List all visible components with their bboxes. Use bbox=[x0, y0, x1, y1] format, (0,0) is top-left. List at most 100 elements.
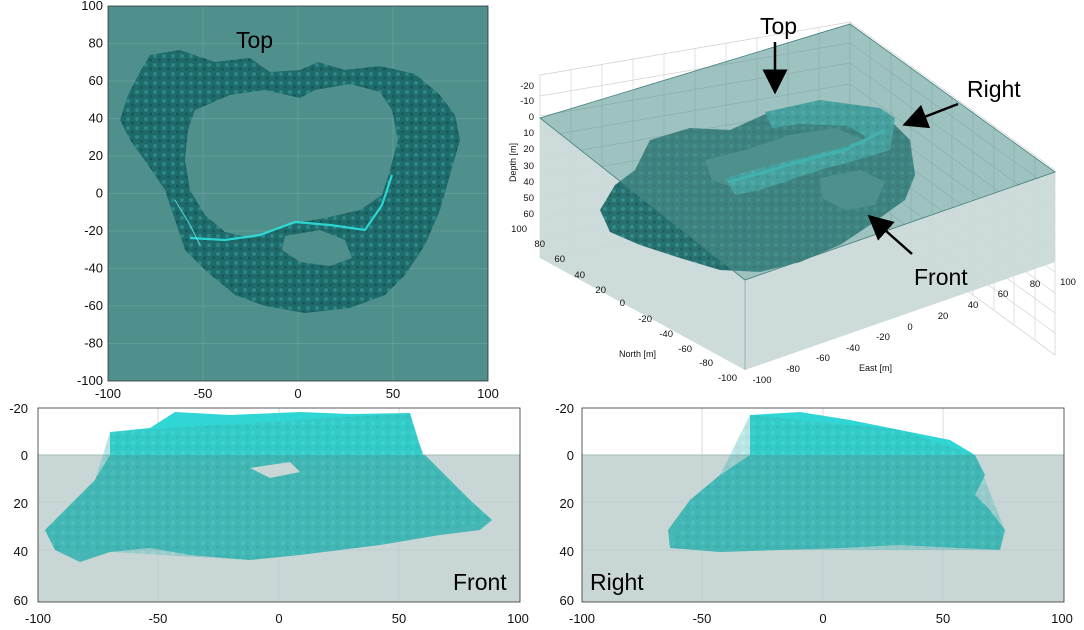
top-view-reef-crest-highlight-2 bbox=[174, 199, 201, 246]
east-tick-label: 20 bbox=[938, 311, 949, 322]
x-tick-label: 100 bbox=[477, 386, 499, 401]
3d-east-axis-label: East [m] bbox=[859, 363, 892, 373]
y-tick-label: 60 bbox=[89, 73, 103, 88]
depth-tick-label: 20 bbox=[523, 144, 534, 155]
y-tick-label: -80 bbox=[84, 336, 103, 351]
y-tick-label: -40 bbox=[84, 261, 103, 276]
depth-tick-label: -10 bbox=[520, 96, 534, 107]
north-tick-label: -20 bbox=[638, 314, 652, 325]
depth-tick-label: 30 bbox=[523, 161, 534, 172]
x-tick-label: 100 bbox=[1051, 611, 1073, 626]
top-view-panel: 100 80 60 40 20 0 -20 -40 -60 -80 -100 -… bbox=[77, 0, 499, 401]
north-tick-label: 100 bbox=[511, 224, 527, 235]
x-tick-label: -100 bbox=[95, 386, 121, 401]
north-tick-label: 60 bbox=[554, 254, 565, 265]
east-tick-label: 100 bbox=[1060, 277, 1076, 288]
right-view-label: Right bbox=[590, 569, 644, 595]
north-tick-label: 80 bbox=[534, 239, 545, 250]
east-tick-label: 40 bbox=[968, 300, 979, 311]
depth-tick-label: 10 bbox=[523, 128, 534, 139]
east-tick-label: -80 bbox=[786, 364, 800, 375]
east-tick-label: -20 bbox=[876, 332, 890, 343]
right-view-reef-texture bbox=[670, 415, 1005, 550]
x-tick-label: -50 bbox=[149, 611, 168, 626]
y-tick-label: 60 bbox=[560, 593, 574, 608]
east-tick-label: 80 bbox=[1030, 279, 1041, 290]
top-view-label: Top bbox=[236, 27, 273, 53]
east-tick-label: 60 bbox=[998, 289, 1009, 300]
front-view-frame bbox=[37, 407, 521, 603]
x-tick-label: 0 bbox=[819, 611, 826, 626]
depth-tick-label: 50 bbox=[523, 193, 534, 204]
y-tick-label: 0 bbox=[96, 186, 103, 201]
front-view-label: Front bbox=[453, 569, 507, 595]
y-tick-label: 40 bbox=[14, 544, 28, 559]
x-tick-label: 50 bbox=[386, 386, 400, 401]
y-tick-label: 20 bbox=[14, 496, 28, 511]
y-tick-label: -20 bbox=[84, 223, 103, 238]
front-view-panel: -20 0 20 40 60 -100 -50 0 50 100 Front bbox=[9, 401, 529, 626]
north-tick-label: 20 bbox=[595, 285, 606, 296]
3d-north-axis-label: North [m] bbox=[619, 349, 656, 359]
north-tick-label: 40 bbox=[574, 270, 585, 281]
front-view-x-ticks: -100 -50 0 50 100 bbox=[25, 611, 529, 626]
3d-annotation-top: Top bbox=[760, 13, 797, 39]
x-tick-label: -100 bbox=[25, 611, 51, 626]
east-tick-label: -60 bbox=[816, 353, 830, 364]
right-view-x-ticks: -100 -50 0 50 100 bbox=[569, 611, 1073, 626]
x-tick-label: -100 bbox=[569, 611, 595, 626]
top-view-lagoon-hole bbox=[282, 230, 352, 266]
front-view-gap bbox=[250, 462, 300, 478]
depth-tick-label: -20 bbox=[520, 81, 534, 92]
y-tick-label: 0 bbox=[21, 448, 28, 463]
y-tick-label: 80 bbox=[89, 36, 103, 51]
right-view-frame bbox=[581, 407, 1065, 603]
north-tick-label: -40 bbox=[659, 329, 673, 340]
top-view-reef-ring bbox=[120, 50, 460, 313]
depth-tick-label: 40 bbox=[523, 177, 534, 188]
y-tick-label: 0 bbox=[567, 448, 574, 463]
3d-annotation-front: Front bbox=[914, 264, 968, 290]
3d-water-surface bbox=[540, 24, 1055, 280]
x-tick-label: 0 bbox=[275, 611, 282, 626]
x-tick-label: 0 bbox=[294, 386, 301, 401]
3d-depth-axis-label: Depth [m] bbox=[508, 143, 518, 182]
y-tick-label: -60 bbox=[84, 298, 103, 313]
north-tick-label: -60 bbox=[678, 344, 692, 355]
y-tick-label: 20 bbox=[89, 148, 103, 163]
north-tick-label: 0 bbox=[620, 298, 625, 309]
3d-north-ticks: 100 80 60 40 20 0 -20 -40 -60 -80 -100 bbox=[511, 224, 737, 384]
top-view-y-ticks: 100 80 60 40 20 0 -20 -40 -60 -80 -100 bbox=[77, 0, 103, 388]
x-tick-label: -50 bbox=[194, 386, 213, 401]
3d-water-outline bbox=[539, 23, 1056, 281]
3d-arrow-front bbox=[867, 214, 913, 255]
right-view-panel: -20 0 20 40 60 -100 -50 0 50 100 Right bbox=[555, 401, 1073, 626]
east-tick-label: -100 bbox=[752, 375, 771, 386]
front-view-reef-texture bbox=[45, 413, 492, 560]
y-tick-label: 100 bbox=[81, 0, 103, 13]
top-view-frame bbox=[107, 5, 489, 382]
east-tick-label: 0 bbox=[907, 322, 912, 333]
y-tick-label: -100 bbox=[77, 373, 103, 388]
x-tick-label: -50 bbox=[693, 611, 712, 626]
3d-east-ticks: -100 -80 -60 -40 -20 0 20 40 60 80 100 bbox=[752, 277, 1075, 386]
x-tick-label: 50 bbox=[392, 611, 406, 626]
front-view-y-ticks: -20 0 20 40 60 bbox=[9, 401, 28, 608]
3d-view-panel: -20 -10 0 10 20 30 40 50 60 Depth [m] 10… bbox=[508, 13, 1076, 386]
depth-tick-label: 0 bbox=[529, 112, 534, 123]
y-tick-label: -20 bbox=[555, 401, 574, 416]
north-tick-label: -80 bbox=[699, 358, 713, 369]
3d-water-right-face bbox=[745, 172, 1055, 370]
y-tick-label: -20 bbox=[9, 401, 28, 416]
y-tick-label: 40 bbox=[89, 111, 103, 126]
north-tick-label: -100 bbox=[718, 373, 737, 384]
3d-arrow-right bbox=[902, 102, 959, 129]
y-tick-label: 20 bbox=[560, 496, 574, 511]
top-view-x-ticks: -100 -50 0 50 100 bbox=[95, 386, 499, 401]
y-tick-label: 40 bbox=[560, 544, 574, 559]
x-tick-label: 100 bbox=[507, 611, 529, 626]
x-tick-label: 50 bbox=[936, 611, 950, 626]
y-tick-label: 60 bbox=[14, 593, 28, 608]
3d-depth-ticks: -20 -10 0 10 20 30 40 50 60 bbox=[520, 81, 534, 220]
